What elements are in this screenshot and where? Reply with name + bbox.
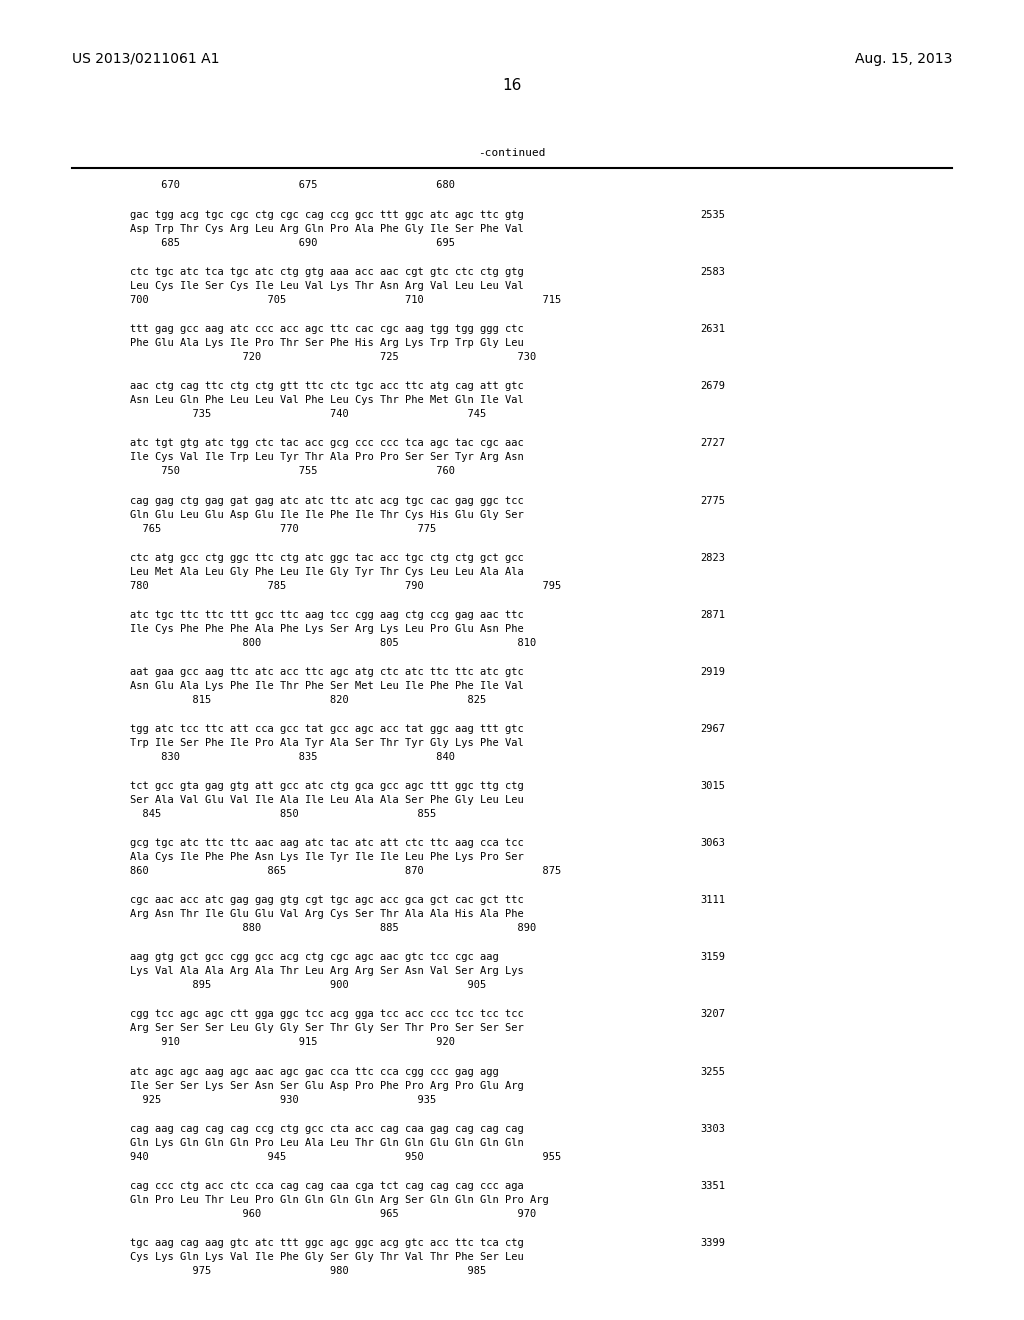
Text: 940                   945                   950                   955: 940 945 950 955 (130, 1151, 561, 1162)
Text: ttt gag gcc aag atc ccc acc agc ttc cac cgc aag tgg tgg ggg ctc: ttt gag gcc aag atc ccc acc agc ttc cac … (130, 325, 523, 334)
Text: 2583: 2583 (700, 267, 725, 277)
Text: Gln Pro Leu Thr Leu Pro Gln Gln Gln Gln Arg Ser Gln Gln Gln Pro Arg: Gln Pro Leu Thr Leu Pro Gln Gln Gln Gln … (130, 1195, 549, 1205)
Text: 3351: 3351 (700, 1181, 725, 1191)
Text: 2823: 2823 (700, 553, 725, 562)
Text: Aug. 15, 2013: Aug. 15, 2013 (855, 51, 952, 66)
Text: 3063: 3063 (700, 838, 725, 849)
Text: 750                   755                   760: 750 755 760 (130, 466, 455, 477)
Text: atc tgt gtg atc tgg ctc tac acc gcg ccc ccc tca agc tac cgc aac: atc tgt gtg atc tgg ctc tac acc gcg ccc … (130, 438, 523, 449)
Text: Asp Trp Thr Cys Arg Leu Arg Gln Pro Ala Phe Gly Ile Ser Phe Val: Asp Trp Thr Cys Arg Leu Arg Gln Pro Ala … (130, 224, 523, 234)
Text: 3015: 3015 (700, 781, 725, 791)
Text: 975                   980                   985: 975 980 985 (130, 1266, 486, 1276)
Text: Phe Glu Ala Lys Ile Pro Thr Ser Phe His Arg Lys Trp Trp Gly Leu: Phe Glu Ala Lys Ile Pro Thr Ser Phe His … (130, 338, 523, 348)
Text: cag aag cag cag cag ccg ctg gcc cta acc cag caa gag cag cag cag: cag aag cag cag cag ccg ctg gcc cta acc … (130, 1123, 523, 1134)
Text: 3399: 3399 (700, 1238, 725, 1247)
Text: Gln Glu Leu Glu Asp Glu Ile Ile Phe Ile Thr Cys His Glu Gly Ser: Gln Glu Leu Glu Asp Glu Ile Ile Phe Ile … (130, 510, 523, 520)
Text: Cys Lys Gln Lys Val Ile Phe Gly Ser Gly Thr Val Thr Phe Ser Leu: Cys Lys Gln Lys Val Ile Phe Gly Ser Gly … (130, 1251, 523, 1262)
Text: aat gaa gcc aag ttc atc acc ttc agc atg ctc atc ttc ttc atc gtc: aat gaa gcc aag ttc atc acc ttc agc atg … (130, 667, 523, 677)
Text: 3111: 3111 (700, 895, 725, 906)
Text: gac tgg acg tgc cgc ctg cgc cag ccg gcc ttt ggc atc agc ttc gtg: gac tgg acg tgc cgc ctg cgc cag ccg gcc … (130, 210, 523, 220)
Text: cgc aac acc atc gag gag gtg cgt tgc agc acc gca gct cac gct ttc: cgc aac acc atc gag gag gtg cgt tgc agc … (130, 895, 523, 906)
Text: 960                   965                   970: 960 965 970 (130, 1209, 537, 1218)
Text: ctc atg gcc ctg ggc ttc ctg atc ggc tac acc tgc ctg ctg gct gcc: ctc atg gcc ctg ggc ttc ctg atc ggc tac … (130, 553, 523, 562)
Text: Ile Cys Phe Phe Phe Ala Phe Lys Ser Arg Lys Leu Pro Glu Asn Phe: Ile Cys Phe Phe Phe Ala Phe Lys Ser Arg … (130, 624, 523, 634)
Text: 2919: 2919 (700, 667, 725, 677)
Text: 2967: 2967 (700, 723, 725, 734)
Text: Leu Met Ala Leu Gly Phe Leu Ile Gly Tyr Thr Cys Leu Leu Ala Ala: Leu Met Ala Leu Gly Phe Leu Ile Gly Tyr … (130, 566, 523, 577)
Text: Gln Lys Gln Gln Gln Pro Leu Ala Leu Thr Gln Gln Glu Gln Gln Gln: Gln Lys Gln Gln Gln Pro Leu Ala Leu Thr … (130, 1138, 523, 1147)
Text: Ser Ala Val Glu Val Ile Ala Ile Leu Ala Ala Ser Phe Gly Leu Leu: Ser Ala Val Glu Val Ile Ala Ile Leu Ala … (130, 795, 523, 805)
Text: tct gcc gta gag gtg att gcc atc ctg gca gcc agc ttt ggc ttg ctg: tct gcc gta gag gtg att gcc atc ctg gca … (130, 781, 523, 791)
Text: 2679: 2679 (700, 381, 725, 391)
Text: aag gtg gct gcc cgg gcc acg ctg cgc agc aac gtc tcc cgc aag: aag gtg gct gcc cgg gcc acg ctg cgc agc … (130, 952, 499, 962)
Text: 735                   740                   745: 735 740 745 (130, 409, 486, 420)
Text: Asn Leu Gln Phe Leu Leu Val Phe Leu Cys Thr Phe Met Gln Ile Val: Asn Leu Gln Phe Leu Leu Val Phe Leu Cys … (130, 395, 523, 405)
Text: 670                   675                   680: 670 675 680 (130, 180, 455, 190)
Text: ctc tgc atc tca tgc atc ctg gtg aaa acc aac cgt gtc ctc ctg gtg: ctc tgc atc tca tgc atc ctg gtg aaa acc … (130, 267, 523, 277)
Text: 860                   865                   870                   875: 860 865 870 875 (130, 866, 561, 876)
Text: Arg Ser Ser Ser Leu Gly Gly Ser Thr Gly Ser Thr Pro Ser Ser Ser: Arg Ser Ser Ser Leu Gly Gly Ser Thr Gly … (130, 1023, 523, 1034)
Text: Leu Cys Ile Ser Cys Ile Leu Val Lys Thr Asn Arg Val Leu Leu Val: Leu Cys Ile Ser Cys Ile Leu Val Lys Thr … (130, 281, 523, 292)
Text: 3207: 3207 (700, 1010, 725, 1019)
Text: atc tgc ttc ttc ttt gcc ttc aag tcc cgg aag ctg ccg gag aac ttc: atc tgc ttc ttc ttt gcc ttc aag tcc cgg … (130, 610, 523, 619)
Text: 830                   835                   840: 830 835 840 (130, 752, 455, 762)
Text: 925                   930                   935: 925 930 935 (130, 1094, 436, 1105)
Text: 3159: 3159 (700, 952, 725, 962)
Text: cgg tcc agc agc ctt gga ggc tcc acg gga tcc acc ccc tcc tcc tcc: cgg tcc agc agc ctt gga ggc tcc acg gga … (130, 1010, 523, 1019)
Text: 720                   725                   730: 720 725 730 (130, 352, 537, 362)
Text: Arg Asn Thr Ile Glu Glu Val Arg Cys Ser Thr Ala Ala His Ala Phe: Arg Asn Thr Ile Glu Glu Val Arg Cys Ser … (130, 909, 523, 919)
Text: Trp Ile Ser Phe Ile Pro Ala Tyr Ala Ser Thr Tyr Gly Lys Phe Val: Trp Ile Ser Phe Ile Pro Ala Tyr Ala Ser … (130, 738, 523, 748)
Text: 2631: 2631 (700, 325, 725, 334)
Text: 2535: 2535 (700, 210, 725, 220)
Text: 700                   705                   710                   715: 700 705 710 715 (130, 296, 561, 305)
Text: Ala Cys Ile Phe Phe Asn Lys Ile Tyr Ile Ile Leu Phe Lys Pro Ser: Ala Cys Ile Phe Phe Asn Lys Ile Tyr Ile … (130, 853, 523, 862)
Text: 880                   885                   890: 880 885 890 (130, 923, 537, 933)
Text: 780                   785                   790                   795: 780 785 790 795 (130, 581, 561, 590)
Text: US 2013/0211061 A1: US 2013/0211061 A1 (72, 51, 219, 66)
Text: 685                   690                   695: 685 690 695 (130, 238, 455, 248)
Text: atc agc agc aag agc aac agc gac cca ttc cca cgg ccc gag agg: atc agc agc aag agc aac agc gac cca ttc … (130, 1067, 499, 1077)
Text: 895                   900                   905: 895 900 905 (130, 981, 486, 990)
Text: 910                   915                   920: 910 915 920 (130, 1038, 455, 1048)
Text: Lys Val Ala Ala Arg Ala Thr Leu Arg Arg Ser Asn Val Ser Arg Lys: Lys Val Ala Ala Arg Ala Thr Leu Arg Arg … (130, 966, 523, 977)
Text: cag gag ctg gag gat gag atc atc ttc atc acg tgc cac gag ggc tcc: cag gag ctg gag gat gag atc atc ttc atc … (130, 495, 523, 506)
Text: 3255: 3255 (700, 1067, 725, 1077)
Text: 765                   770                   775: 765 770 775 (130, 524, 436, 533)
Text: -continued: -continued (478, 148, 546, 158)
Text: 845                   850                   855: 845 850 855 (130, 809, 436, 818)
Text: aac ctg cag ttc ctg ctg gtt ttc ctc tgc acc ttc atg cag att gtc: aac ctg cag ttc ctg ctg gtt ttc ctc tgc … (130, 381, 523, 391)
Text: Ile Cys Val Ile Trp Leu Tyr Thr Ala Pro Pro Ser Ser Tyr Arg Asn: Ile Cys Val Ile Trp Leu Tyr Thr Ala Pro … (130, 453, 523, 462)
Text: gcg tgc atc ttc ttc aac aag atc tac atc att ctc ttc aag cca tcc: gcg tgc atc ttc ttc aac aag atc tac atc … (130, 838, 523, 849)
Text: 2775: 2775 (700, 495, 725, 506)
Text: 800                   805                   810: 800 805 810 (130, 638, 537, 648)
Text: Ile Ser Ser Lys Ser Asn Ser Glu Asp Pro Phe Pro Arg Pro Glu Arg: Ile Ser Ser Lys Ser Asn Ser Glu Asp Pro … (130, 1081, 523, 1090)
Text: 2871: 2871 (700, 610, 725, 619)
Text: tgg atc tcc ttc att cca gcc tat gcc agc acc tat ggc aag ttt gtc: tgg atc tcc ttc att cca gcc tat gcc agc … (130, 723, 523, 734)
Text: 815                   820                   825: 815 820 825 (130, 694, 486, 705)
Text: Asn Glu Ala Lys Phe Ile Thr Phe Ser Met Leu Ile Phe Phe Ile Val: Asn Glu Ala Lys Phe Ile Thr Phe Ser Met … (130, 681, 523, 690)
Text: 2727: 2727 (700, 438, 725, 449)
Text: 3303: 3303 (700, 1123, 725, 1134)
Text: 16: 16 (503, 78, 521, 92)
Text: tgc aag cag aag gtc atc ttt ggc agc ggc acg gtc acc ttc tca ctg: tgc aag cag aag gtc atc ttt ggc agc ggc … (130, 1238, 523, 1247)
Text: cag ccc ctg acc ctc cca cag cag caa cga tct cag cag cag ccc aga: cag ccc ctg acc ctc cca cag cag caa cga … (130, 1181, 523, 1191)
